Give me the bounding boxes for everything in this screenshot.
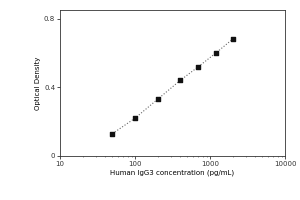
Point [178,79,183,82]
Point [133,117,137,120]
Point [110,132,115,135]
X-axis label: Human IgG3 concentration (pg/mL): Human IgG3 concentration (pg/mL) [110,170,235,176]
Point [230,38,235,41]
Point [214,51,218,55]
Point [155,98,160,101]
Y-axis label: Optical Density: Optical Density [35,56,41,110]
Point [196,65,201,68]
